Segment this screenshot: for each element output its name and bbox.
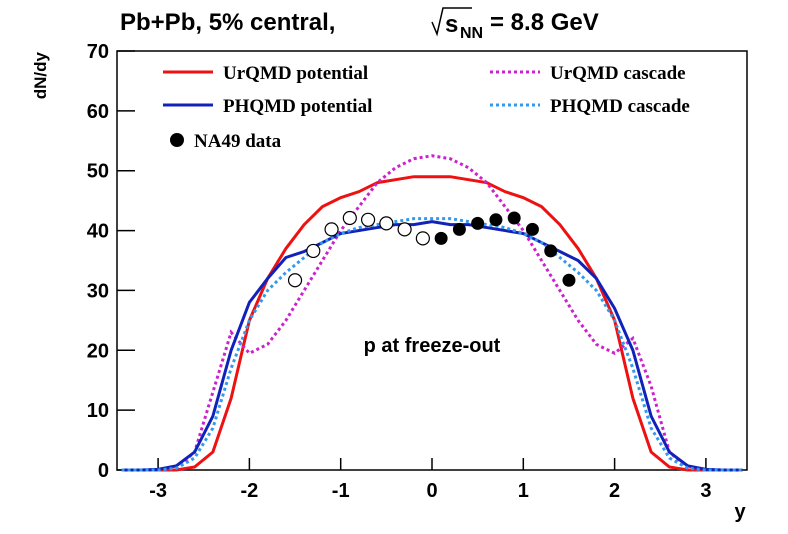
data-point [544,244,558,258]
open-point [287,273,303,288]
x-axis-label: y [734,501,746,523]
data-point [507,211,521,225]
x-tick-label: -2 [240,480,258,502]
title-s: s [445,11,458,38]
legend-label: PHQMD cascade [550,96,690,117]
open-point [415,231,430,246]
y-axis-label: dN/dy [31,51,50,99]
y-tick-label: 50 [87,161,109,183]
y-tick-label: 20 [87,340,109,362]
y-tick-label: 30 [87,280,109,302]
x-tick-label: 2 [609,480,620,502]
open-point [342,210,357,226]
series-line [121,175,743,472]
y-tick-label: 70 [87,41,109,63]
data-point [471,216,485,230]
title-sub: NN [460,25,483,42]
y-tick-label: 40 [87,221,109,243]
legend-label: UrQMD cascade [550,63,686,84]
x-tick-label: 0 [426,480,437,502]
series-line [121,217,743,472]
series-line [121,220,743,472]
y-tick-label: 60 [87,101,109,123]
open-point [397,222,412,237]
open-point [360,212,376,227]
data-point [452,222,466,236]
data-point [489,213,503,227]
x-tick-label: -3 [149,480,167,502]
legend-label: PHQMD potential [223,96,372,117]
open-point [306,243,321,259]
series-line [121,154,743,472]
open-point [324,222,339,237]
x-tick-label: 3 [700,480,711,502]
title-prefix: Pb+Pb, 5% central, [120,9,335,36]
y-tick-label: 0 [98,460,109,482]
radical [431,7,472,37]
data-point [434,231,448,245]
annotation: p at freeze-out [364,335,501,357]
legend-swatch [170,133,184,147]
title-suffix: = 8.8 GeV [490,9,599,36]
legend-label: NA49 data [194,131,282,152]
data-point [525,222,539,236]
data-point [562,273,576,287]
x-tick-label: -1 [332,480,350,502]
open-point [379,216,394,231]
y-tick-label: 10 [87,400,109,422]
x-tick-label: 1 [518,480,529,502]
legend-label: UrQMD potential [223,63,368,84]
